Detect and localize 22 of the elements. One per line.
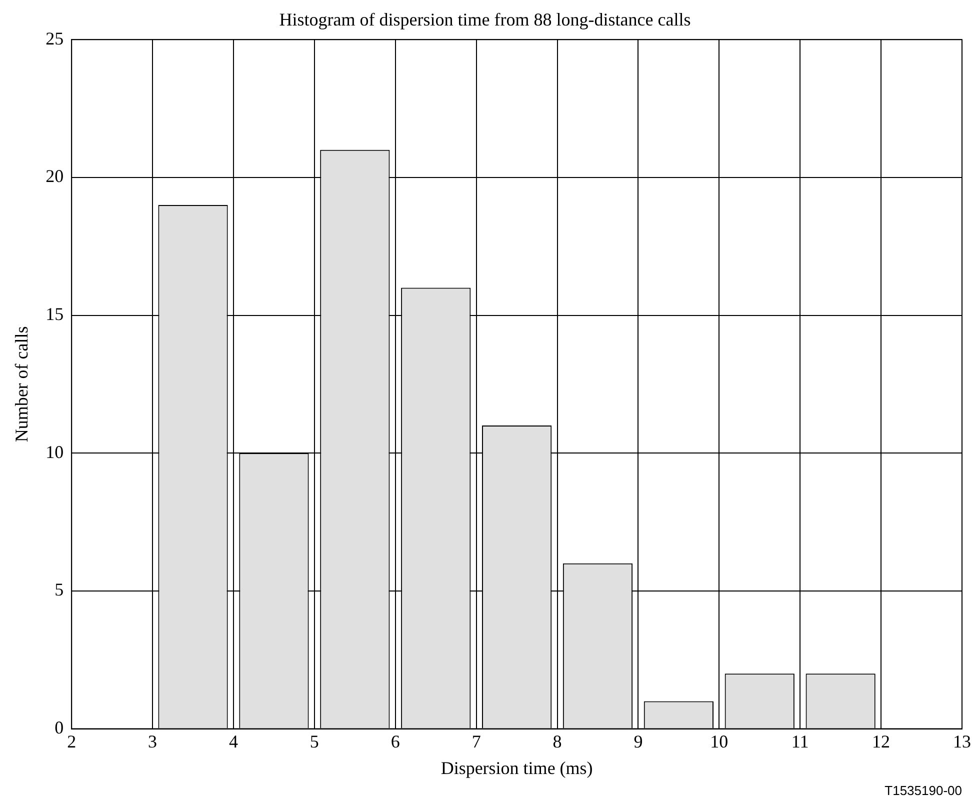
y-tick-label: 5: [54, 580, 64, 600]
y-tick-label: 15: [46, 304, 64, 324]
y-tick-label: 25: [46, 28, 64, 48]
y-tick-label: 20: [46, 166, 64, 186]
y-axis-title: Number of calls: [12, 326, 32, 442]
x-tick-label: 4: [228, 731, 238, 752]
chart-title: Histogram of dispersion time from 88 long-distance calls: [279, 10, 691, 30]
y-tick-label: 0: [54, 718, 64, 738]
text: T1535190-00: [884, 783, 962, 798]
x-tick-label: 6: [390, 731, 400, 752]
x-tick-label: 2: [67, 731, 76, 752]
x-tick-label: 3: [148, 731, 158, 752]
x-tick-label: 5: [310, 731, 319, 752]
x-tick-label: 13: [953, 731, 971, 752]
x-tick-label: 12: [872, 731, 890, 752]
x-axis-title: Dispersion time (ms): [440, 758, 593, 778]
x-tick-label: 10: [710, 731, 728, 752]
x-tick-label: 8: [552, 731, 562, 752]
x-tick-label: 9: [634, 731, 643, 752]
x-tick-label: 7: [472, 731, 481, 752]
x-tick-label: 11: [791, 731, 809, 752]
y-tick-label: 10: [46, 442, 64, 462]
